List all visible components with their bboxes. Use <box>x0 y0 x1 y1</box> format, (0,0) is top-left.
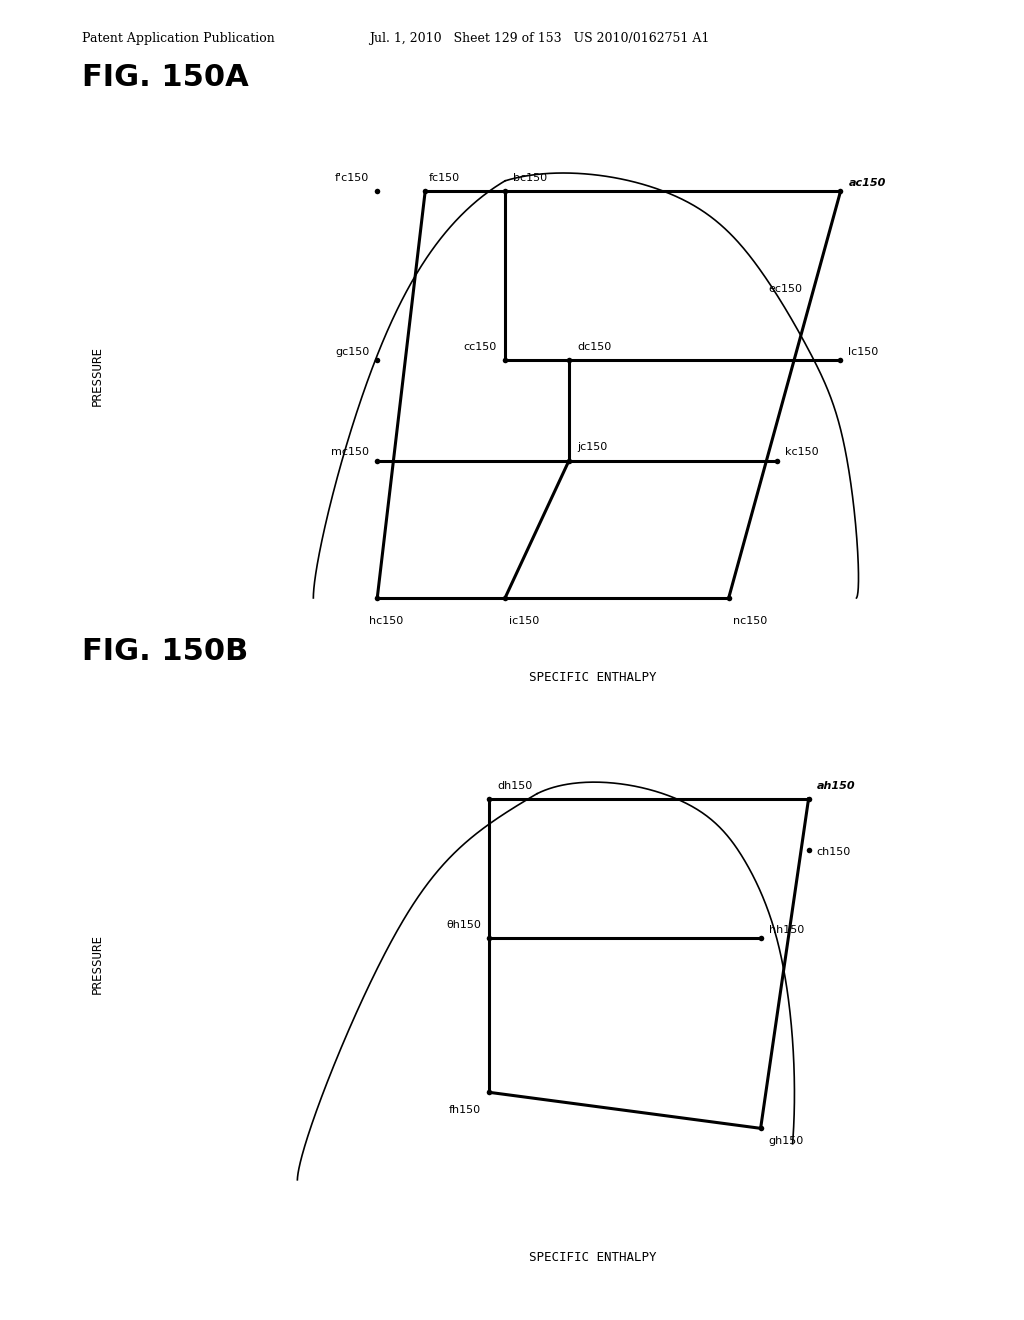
Text: mc150: mc150 <box>331 447 370 458</box>
Text: ch150: ch150 <box>816 847 851 858</box>
Text: bc150: bc150 <box>513 173 547 183</box>
Text: f'c150: f'c150 <box>335 173 370 183</box>
Text: gc150: gc150 <box>335 347 370 358</box>
Text: θh150: θh150 <box>446 920 481 929</box>
Text: PRESSURE: PRESSURE <box>91 346 104 407</box>
Text: ah150: ah150 <box>816 780 855 791</box>
Text: dh150: dh150 <box>497 780 532 791</box>
Text: ic150: ic150 <box>509 616 540 627</box>
Text: Patent Application Publication: Patent Application Publication <box>82 32 274 45</box>
Text: jc150: jc150 <box>577 442 607 453</box>
Text: PRESSURE: PRESSURE <box>91 933 104 994</box>
Text: hh150: hh150 <box>769 925 804 935</box>
Text: SPECIFIC ENTHALPY: SPECIFIC ENTHALPY <box>529 1250 656 1263</box>
Text: nc150: nc150 <box>733 616 767 627</box>
Text: kc150: kc150 <box>784 447 818 458</box>
Text: fc150: fc150 <box>429 173 460 183</box>
Text: lc150: lc150 <box>849 347 879 358</box>
Text: FIG. 150B: FIG. 150B <box>82 638 248 667</box>
Text: cc150: cc150 <box>464 342 497 352</box>
Text: ec150: ec150 <box>769 284 803 294</box>
Text: Jul. 1, 2010   Sheet 129 of 153   US 2010/0162751 A1: Jul. 1, 2010 Sheet 129 of 153 US 2010/01… <box>369 32 709 45</box>
Text: hc150: hc150 <box>370 616 403 627</box>
Text: ac150: ac150 <box>849 178 886 189</box>
Text: fh150: fh150 <box>449 1105 481 1115</box>
Text: dc150: dc150 <box>577 342 611 352</box>
Text: SPECIFIC ENTHALPY: SPECIFIC ENTHALPY <box>529 671 656 684</box>
Text: gh150: gh150 <box>769 1135 804 1146</box>
Text: FIG. 150A: FIG. 150A <box>82 63 249 92</box>
